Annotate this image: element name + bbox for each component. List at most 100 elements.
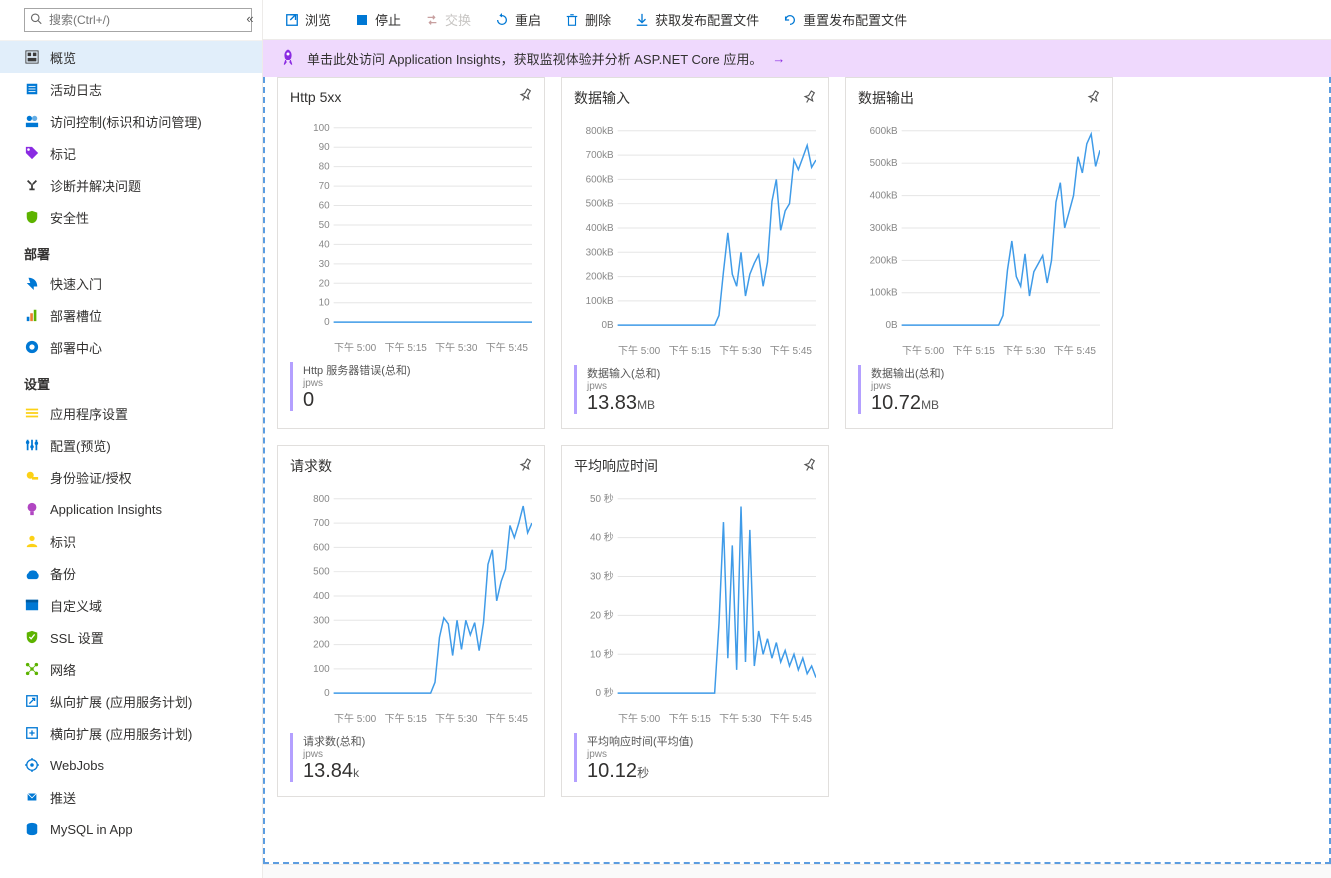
sidebar-item-quickstart[interactable]: 快速入门: [0, 267, 262, 299]
metric-value: 10.12秒: [587, 760, 816, 782]
chart-area[interactable]: 600kB500kB400kB300kB200kB100kB0B: [858, 116, 1100, 336]
restart-icon: [495, 13, 509, 27]
sidebar-item-backup[interactable]: 备份: [0, 557, 262, 589]
metric-sub: jpws: [587, 749, 816, 760]
metric-unit: MB: [921, 398, 939, 412]
svg-text:500kB: 500kB: [870, 158, 898, 169]
sidebar-item-push[interactable]: 推送: [0, 781, 262, 813]
pin-icon[interactable]: [1083, 87, 1104, 109]
sidebar-item-label: 横向扩展 (应用服务计划): [50, 724, 252, 743]
chart-area[interactable]: 1009080706050403020100: [290, 113, 532, 333]
svg-text:500kB: 500kB: [586, 199, 614, 210]
app-insights-banner[interactable]: 单击此处访问 Application Insights，获取监视体验并分析 AS…: [263, 40, 1331, 77]
sidebar-item-iam[interactable]: 访问控制(标识和访问管理): [0, 105, 262, 137]
horizontal-scrollbar[interactable]: [263, 864, 1331, 878]
sidebar-item-domain[interactable]: 自定义域: [0, 589, 262, 621]
svg-text:700: 700: [313, 518, 330, 529]
x-axis-labels: 下午 5:00下午 5:15下午 5:30下午 5:45: [290, 708, 532, 725]
search-input[interactable]: [24, 8, 252, 32]
reset-profile-button[interactable]: 重置发布配置文件: [773, 4, 917, 35]
sidebar-item-webjobs[interactable]: WebJobs: [0, 749, 262, 781]
sidebar-item-label: 标识: [50, 532, 252, 551]
card-title: 数据输出: [858, 88, 914, 108]
reset-icon: [783, 13, 797, 27]
get-profile-button[interactable]: 获取发布配置文件: [625, 4, 769, 35]
card-header: 平均响应时间: [574, 456, 816, 476]
svg-text:40: 40: [319, 239, 331, 250]
sidebar-item-diagnose[interactable]: 诊断并解决问题: [0, 169, 262, 201]
sidebar-item-security[interactable]: 安全性: [0, 201, 262, 233]
x-axis-labels: 下午 5:00下午 5:15下午 5:30下午 5:45: [290, 337, 532, 354]
sidebar-item-center[interactable]: 部署中心: [0, 331, 262, 363]
log-icon: [24, 81, 40, 97]
sidebar-item-tags[interactable]: 标记: [0, 137, 262, 169]
card-header: 数据输入: [574, 88, 816, 108]
stop-label: 停止: [375, 10, 401, 29]
collapse-sidebar-icon[interactable]: «: [242, 10, 258, 26]
metric-block: 数据输出(总和) jpws 10.72MB: [858, 365, 1100, 414]
pin-icon[interactable]: [515, 455, 536, 477]
sidebar-item-label: WebJobs: [50, 758, 252, 773]
metric-sub: jpws: [587, 381, 816, 392]
stop-button[interactable]: 停止: [345, 4, 411, 35]
backup-icon: [24, 565, 40, 581]
svg-text:200kB: 200kB: [870, 255, 898, 266]
slots-icon: [24, 307, 40, 323]
sidebar-item-label: 安全性: [50, 208, 252, 227]
pin-icon[interactable]: [799, 87, 820, 109]
chart-area[interactable]: 50 秒40 秒30 秒20 秒10 秒0 秒: [574, 484, 816, 704]
metric-sub: jpws: [303, 378, 532, 389]
sidebar-item-label: 标记: [50, 144, 252, 163]
toolbar: 浏览 停止 交换 重启 删除 获取发布配置文件: [263, 0, 1331, 40]
chart-card-dataout: 数据输出 600kB500kB400kB300kB200kB100kB0B 下午…: [845, 77, 1113, 429]
diagnose-icon: [24, 177, 40, 193]
svg-text:300kB: 300kB: [870, 223, 898, 234]
appinsights-icon: [24, 501, 40, 517]
x-tick-label: 下午 5:30: [435, 339, 477, 354]
sidebar-item-network[interactable]: 网络: [0, 653, 262, 685]
sidebar-item-scaleout[interactable]: 横向扩展 (应用服务计划): [0, 717, 262, 749]
chart-area[interactable]: 800kB700kB600kB500kB400kB300kB200kB100kB…: [574, 116, 816, 336]
sidebar-item-auth[interactable]: 身份验证/授权: [0, 461, 262, 493]
pin-icon[interactable]: [799, 455, 820, 477]
download-icon: [635, 13, 649, 27]
sidebar-item-label: 身份验证/授权: [50, 468, 252, 487]
scaleout-icon: [24, 725, 40, 741]
x-tick-label: 下午 5:30: [435, 710, 477, 725]
browse-button[interactable]: 浏览: [275, 4, 341, 35]
svg-text:50 秒: 50 秒: [590, 492, 614, 505]
pin-icon[interactable]: [515, 86, 536, 108]
sidebar-search: «: [0, 0, 262, 41]
svg-text:300kB: 300kB: [586, 247, 614, 258]
sidebar-item-label: 快速入门: [50, 274, 252, 293]
push-icon: [24, 789, 40, 805]
tags-icon: [24, 145, 40, 161]
svg-text:0: 0: [324, 688, 330, 699]
x-axis-labels: 下午 5:00下午 5:15下午 5:30下午 5:45: [858, 340, 1100, 357]
line-chart: 600kB500kB400kB300kB200kB100kB0B: [858, 116, 1100, 336]
sidebar-item-overview[interactable]: 概览: [0, 41, 262, 73]
svg-text:80: 80: [319, 162, 331, 173]
sidebar-item-identity[interactable]: 标识: [0, 525, 262, 557]
sidebar-item-appsettings[interactable]: 应用程序设置: [0, 397, 262, 429]
sidebar-item-mysql[interactable]: MySQL in App: [0, 813, 262, 845]
appsettings-icon: [24, 405, 40, 421]
svg-text:400kB: 400kB: [586, 223, 614, 234]
sidebar-item-log[interactable]: 活动日志: [0, 73, 262, 105]
chart-area[interactable]: 8007006005004003002001000: [290, 484, 532, 704]
restart-button[interactable]: 重启: [485, 4, 551, 35]
arrow-right-icon: →: [772, 51, 785, 66]
chart-card-datain: 数据输入 800kB700kB600kB500kB400kB300kB200kB…: [561, 77, 829, 429]
svg-text:30: 30: [319, 259, 331, 270]
sidebar-item-scaleup[interactable]: 纵向扩展 (应用服务计划): [0, 685, 262, 717]
delete-button[interactable]: 删除: [555, 4, 621, 35]
svg-text:0 秒: 0 秒: [596, 686, 614, 699]
sidebar-item-ssl[interactable]: SSL 设置: [0, 621, 262, 653]
x-tick-label: 下午 5:15: [953, 342, 995, 357]
metric-name: Http 服务器错误(总和): [303, 362, 532, 378]
sidebar-item-slots[interactable]: 部署槽位: [0, 299, 262, 331]
x-axis-labels: 下午 5:00下午 5:15下午 5:30下午 5:45: [574, 340, 816, 357]
sidebar-item-config[interactable]: 配置(预览): [0, 429, 262, 461]
quickstart-icon: [24, 275, 40, 291]
sidebar-item-appinsights[interactable]: Application Insights: [0, 493, 262, 525]
